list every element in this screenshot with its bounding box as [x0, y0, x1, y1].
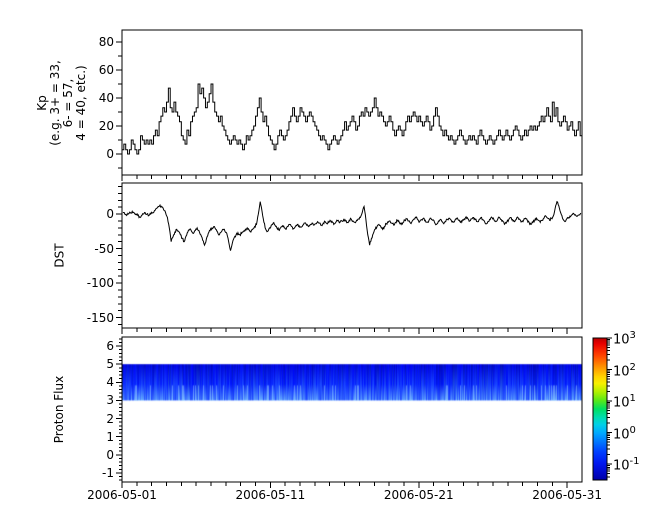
proton-flux-axis-label-text: Proton Flux [52, 375, 67, 444]
kp-axis-label-line4: 4 = 40, etc.) [74, 64, 88, 141]
colorbar-gradient [593, 338, 607, 480]
dst-axis-label-text: DST [52, 243, 67, 268]
kp-axis-label: Kp (e.g. 3+ = 33, 6- = 57, 4 = 40, etc.) [30, 30, 94, 175]
kp-axis-label-text: Kp (e.g. 3+ = 33, 6- = 57, 4 = 40, etc.) [35, 60, 88, 146]
proton-flux-axis-label: Proton Flux [45, 337, 75, 482]
dst-axis-label: DST [45, 183, 75, 328]
proton-flux-spectrogram [122, 337, 582, 482]
